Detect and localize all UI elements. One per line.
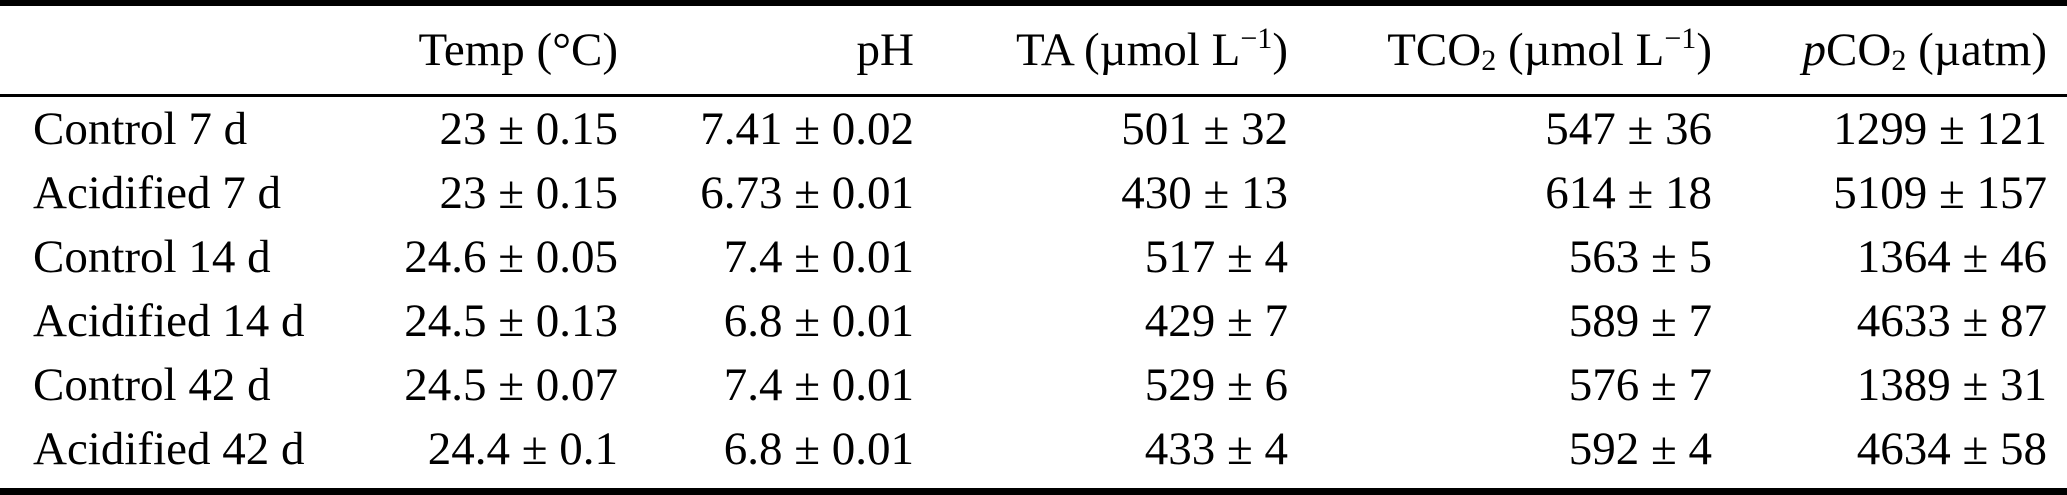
pco2-cell: 1389 ± 31 — [1856, 359, 2047, 411]
tco2-cell: 563 ± 5 — [1568, 231, 1712, 283]
tco2-cell: 614 ± 18 — [1545, 167, 1712, 219]
ph-cell: 6.8 ± 0.01 — [723, 423, 914, 475]
table-row: Acidified 14 d 24.5 ± 0.13 6.8 ± 0.01 42… — [0, 289, 2067, 353]
pco2-italic-p: p — [1802, 24, 1827, 76]
tco2-cell: 592 ± 4 — [1568, 423, 1712, 475]
ta-unit-text: TA (µmol L — [1015, 24, 1241, 76]
temp-cell: 24.5 ± 0.13 — [404, 295, 618, 347]
pco2-cell: 4634 ± 58 — [1856, 423, 2047, 475]
pco2-unit-text: (µatm) — [1906, 24, 2047, 76]
table-row: Control 7 d 23 ± 0.15 7.41 ± 0.02 501 ± … — [0, 96, 2067, 162]
table-body: Control 7 d 23 ± 0.15 7.41 ± 0.02 501 ± … — [0, 96, 2067, 482]
table-row: Control 42 d 24.5 ± 0.07 7.4 ± 0.01 529 … — [0, 353, 2067, 417]
table-row: Control 14 d 24.6 ± 0.05 7.4 ± 0.01 517 … — [0, 225, 2067, 289]
tco2-exponent: −1 — [1664, 21, 1697, 56]
pco2-cell: 4633 ± 87 — [1856, 295, 2047, 347]
tco2-subscript: 2 — [1481, 43, 1497, 78]
col-header-pco2: pCO2 (µatm) — [1713, 6, 2067, 97]
col-header-row-label — [0, 6, 350, 97]
ta-cell: 433 ± 4 — [1144, 423, 1288, 475]
row-label-cell: Acidified 7 d — [33, 167, 281, 219]
col-header-ta: TA (µmol L−1) — [915, 6, 1289, 97]
temp-cell: 23 ± 0.15 — [439, 167, 618, 219]
col-header-temp: Temp (°C) — [350, 6, 619, 97]
pco2-cell: 1364 ± 46 — [1856, 231, 2047, 283]
temp-cell: 24.5 ± 0.07 — [404, 359, 618, 411]
ta-cell: 430 ± 13 — [1121, 167, 1288, 219]
temp-cell: 23 ± 0.15 — [439, 103, 618, 155]
tco2-cell: 547 ± 36 — [1545, 103, 1712, 155]
row-label-cell: Control 14 d — [33, 231, 271, 283]
tco2-cell: 576 ± 7 — [1568, 359, 1712, 411]
pco2-subscript: 2 — [1891, 43, 1907, 78]
table-row: Acidified 7 d 23 ± 0.15 6.73 ± 0.01 430 … — [0, 161, 2067, 225]
ta-unit-close: ) — [1272, 24, 1288, 76]
row-label-cell: Acidified 42 d — [33, 423, 305, 475]
ta-cell: 529 ± 6 — [1144, 359, 1288, 411]
tco2-unit-close: ) — [1696, 24, 1712, 76]
ta-cell: 429 ± 7 — [1144, 295, 1288, 347]
pco2-cell: 1299 ± 121 — [1833, 103, 2047, 155]
header-row: Temp (°C) pH TA (µmol L−1) TCO2 (µmol L−… — [0, 6, 2067, 97]
tco2-cell: 589 ± 7 — [1568, 295, 1712, 347]
table-row: Acidified 42 d 24.4 ± 0.1 6.8 ± 0.01 433… — [0, 417, 2067, 481]
ta-cell: 501 ± 32 — [1121, 103, 1288, 155]
temp-cell: 24.6 ± 0.05 — [404, 231, 618, 283]
row-label-cell: Control 42 d — [33, 359, 271, 411]
pco2-text: CO — [1826, 24, 1892, 76]
ph-cell: 6.8 ± 0.01 — [723, 295, 914, 347]
ph-cell: 7.41 ± 0.02 — [700, 103, 914, 155]
row-label-cell: Control 7 d — [33, 103, 248, 155]
ta-exponent: −1 — [1240, 21, 1273, 56]
temp-cell: 24.4 ± 0.1 — [427, 423, 618, 475]
ph-cell: 7.4 ± 0.01 — [723, 359, 914, 411]
col-header-tco2: TCO2 (µmol L−1) — [1289, 6, 1713, 97]
pco2-cell: 5109 ± 157 — [1833, 167, 2047, 219]
ta-cell: 517 ± 4 — [1144, 231, 1288, 283]
ph-cell: 6.73 ± 0.01 — [700, 167, 914, 219]
table-header: Temp (°C) pH TA (µmol L−1) TCO2 (µmol L−… — [0, 6, 2067, 97]
data-table: Temp (°C) pH TA (µmol L−1) TCO2 (µmol L−… — [0, 6, 2067, 481]
ph-cell: 7.4 ± 0.01 — [723, 231, 914, 283]
row-label-cell: Acidified 14 d — [33, 295, 305, 347]
col-header-ph: pH — [619, 6, 915, 97]
tco2-text: TCO — [1387, 24, 1482, 76]
tco2-unit-text: (µmol L — [1496, 24, 1665, 76]
